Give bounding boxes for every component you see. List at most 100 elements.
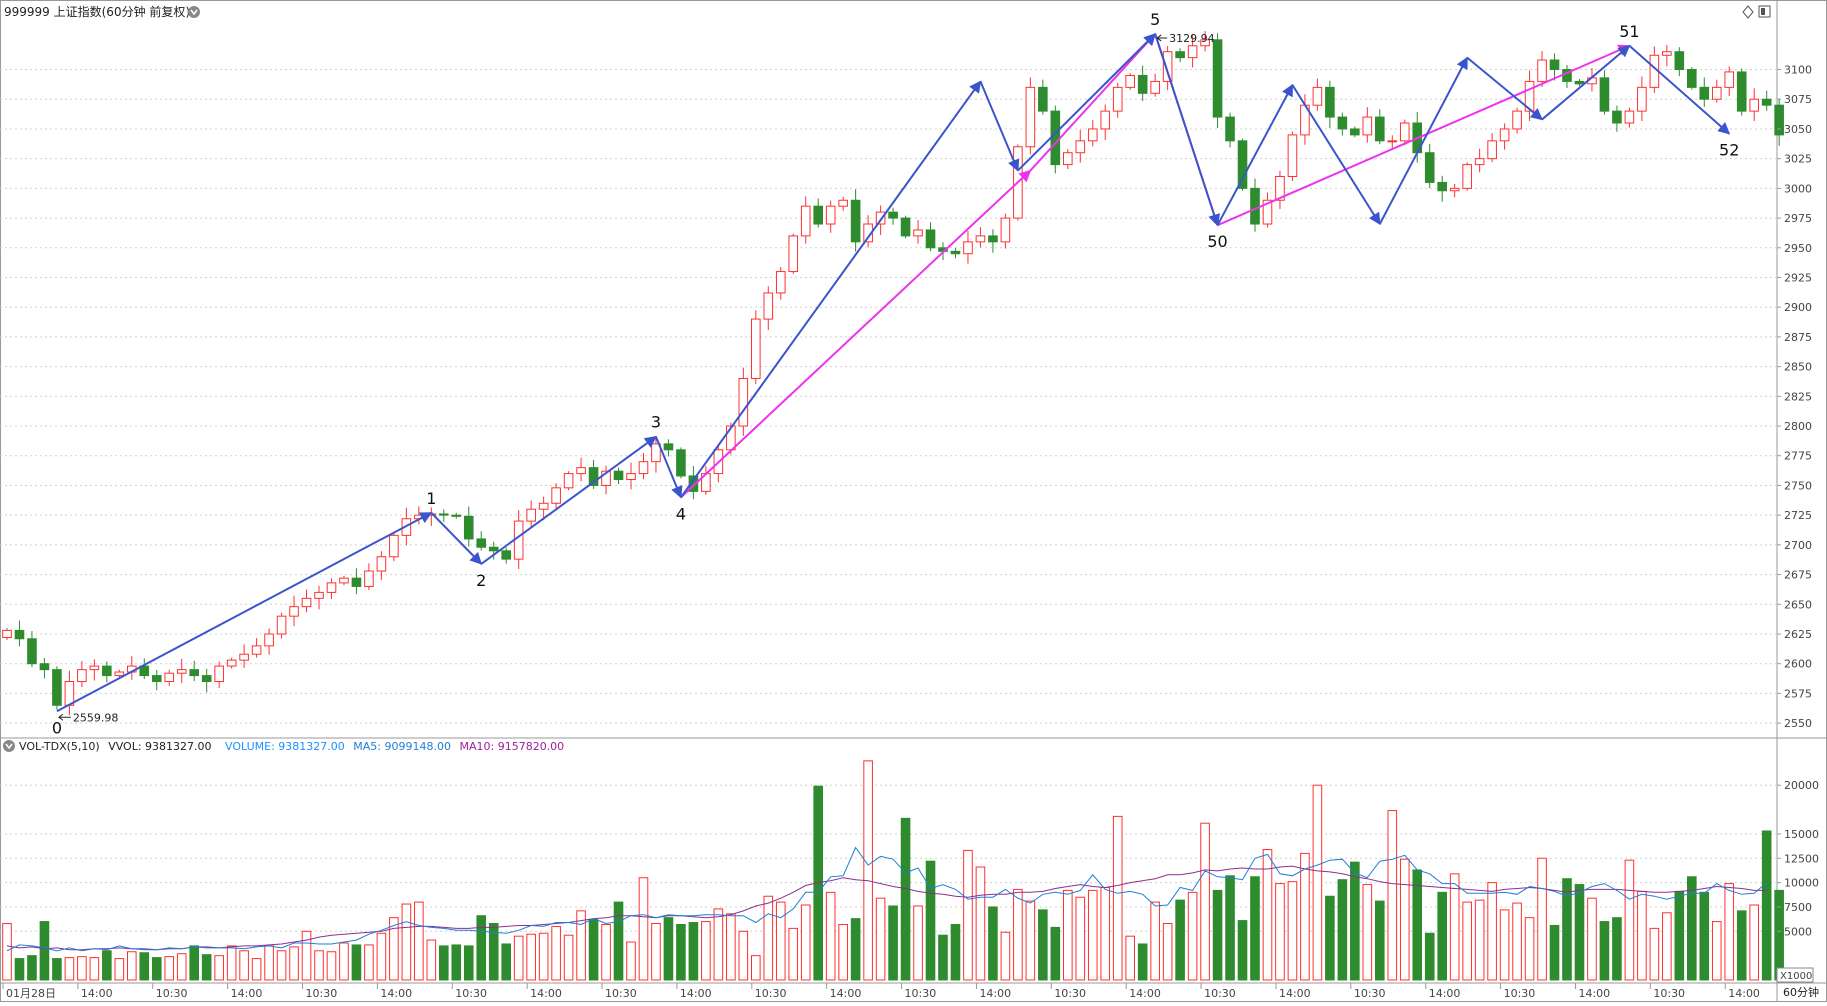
candle-down [888,211,898,219]
candle-up [626,473,636,481]
volume-bar-up [775,901,786,981]
price-tick-label: 2575 [1784,687,1812,700]
price-tick-label: 2675 [1784,569,1812,582]
candle-down [1325,86,1335,118]
volume-bar-up [576,910,586,981]
window-toggle-icon[interactable] [1758,5,1771,18]
candle-down [1437,181,1448,192]
wave-lines [56,33,1731,713]
price-tick-label: 2775 [1784,450,1812,463]
candle-up [1624,110,1635,124]
candle-up [301,597,312,608]
volume-bar-up [738,930,749,981]
volume-bar-up [226,945,237,981]
price-tick-label: 2800 [1784,420,1812,433]
vol-dropdown-icon[interactable] [3,740,15,752]
candle-up [1125,74,1136,88]
period-label[interactable]: 60分钟 [1783,985,1819,999]
volume-bar-down [1225,875,1235,981]
volume-bar-down [1699,891,1710,981]
candle-up [276,615,287,635]
candle-down [925,229,936,249]
volume-bar-down [52,958,62,981]
volume-bar-down [1237,920,1248,981]
candle-down [39,663,50,671]
candle-up [1462,164,1472,189]
candle-down [488,546,499,552]
chart-title: 999999 上证指数(60分钟 前复权) [4,4,190,19]
candle-down [1574,80,1585,85]
volume-tick-label: 7500 [1784,901,1812,914]
vvol-value: VVOL: 9381327.00 [108,740,211,753]
volume-bar-up [825,891,836,981]
candle-down [1612,110,1622,124]
price-tick-label: 2725 [1784,509,1812,522]
candle-up [1025,86,1036,148]
price-tick-label: 2825 [1784,390,1812,403]
volume-bar-down [1375,900,1385,981]
candle-up [1662,51,1672,56]
volume-bar-down [588,919,599,981]
candle-down [1137,74,1148,94]
wave-label: 5 [1150,10,1160,29]
candle-down [201,675,212,683]
candle-down [900,217,911,237]
price-axis: 2550 2575 2600 2625 2650 2675 2700 2725 2750 2775… [1777,64,1812,730]
candle-up [1187,45,1198,59]
title-dropdown-icon[interactable] [188,6,200,18]
volume-bar-down [351,944,362,981]
wave-segment-blue [1017,33,1157,172]
candle-up [1162,51,1173,82]
volume-bar-up [563,934,574,981]
volume-bar-up [401,903,412,981]
volume-bar-up [164,956,175,981]
volume-bar-up [376,932,387,981]
candle-up [1087,128,1098,142]
price-tick-label: 2900 [1784,301,1812,314]
candle-up [1063,152,1073,166]
volume-tick-label: 10000 [1784,877,1819,890]
candle-up [89,665,100,671]
wave-segment-blue [1154,33,1220,227]
volume-bar-up [276,950,287,981]
time-tick-label: 01月28日 [6,987,56,1000]
volume-bar-up [1512,902,1522,981]
volume-bar-down [1250,876,1260,981]
volume-bar-down [139,952,150,981]
volume-bar-up [713,908,724,981]
candle-up [875,211,886,225]
candle-up [226,659,237,667]
volume-bar-up [214,955,224,981]
volume-bar-down [676,923,686,981]
diamond-icon[interactable] [1742,5,1754,19]
volume-bar-up [1063,889,1073,981]
volume-bar-up [389,917,399,981]
candle-up [1637,86,1647,112]
time-tick-label: 10:30 [1354,987,1386,1000]
volume-bar-down [1350,861,1360,981]
candle-down [1599,77,1610,112]
wave-segment-blue [979,81,1020,172]
candle-down [1687,69,1697,88]
volume-bar-up [626,941,636,981]
volume-bar-down [1337,879,1348,981]
volume-bar-down [613,901,624,981]
volume-tick-label: 15000 [1784,828,1819,841]
price-tick-label: 2550 [1784,717,1812,730]
volume-bar-up [726,913,736,981]
volume-bar-up [651,923,661,981]
candle-up [251,645,262,655]
volume-bar-up [875,897,886,981]
time-tick-label: 14:00 [830,987,862,1000]
wave-label: 2 [476,571,486,590]
volume-bar-down [439,945,449,981]
volume-scale-box [1776,967,1814,983]
volume-bar-down [950,923,961,981]
time-tick-label: 10:30 [905,987,937,1000]
candle-up [1262,199,1273,225]
volume-tick-label: 20000 [1784,779,1819,792]
wave-label: 51 [1619,22,1639,41]
candle-up [2,629,12,639]
candle-down [1699,86,1710,100]
